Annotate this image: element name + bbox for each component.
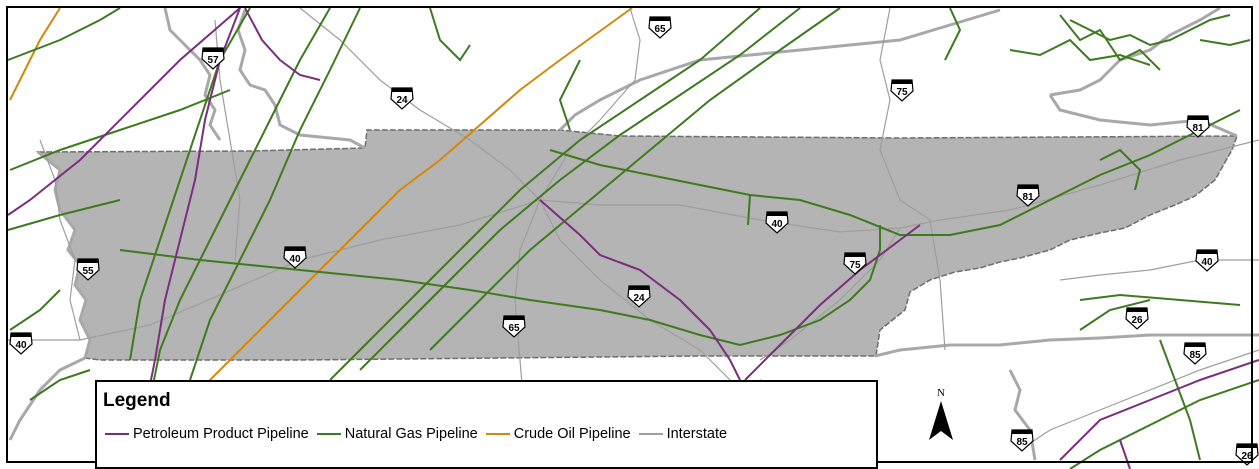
- interstate-85-shield-2: 85: [1010, 429, 1034, 452]
- tennessee-state-area: [35, 129, 1239, 361]
- interstate-85-label-2: 85: [1016, 437, 1028, 448]
- interstate-75-label: 75: [896, 87, 908, 98]
- north-arrow-icon: N: [929, 387, 953, 440]
- interstate-75-shield-2: 75: [843, 252, 867, 275]
- interstate-26-label: 26: [1131, 315, 1143, 326]
- interstate-81-label: 81: [1192, 123, 1204, 134]
- interstate-24-shield-2: 24: [627, 285, 651, 308]
- interstate-55-label: 55: [82, 266, 94, 277]
- legend-label-crude-oil: Crude Oil Pipeline: [513, 426, 631, 442]
- legend-box: Legend Petroleum Product Pipeline Natura…: [95, 380, 878, 469]
- interstate-65-shield: 65: [648, 16, 672, 39]
- interstate-57-shield: 57: [201, 47, 225, 70]
- petroleum-pipelines: [7, 7, 1259, 469]
- interstate-81-shield: 81: [1186, 115, 1210, 138]
- interstate-81-shield-2: 81: [1016, 184, 1040, 207]
- north-label: N: [937, 387, 945, 399]
- legend-item-interstate: Interstate: [638, 426, 728, 442]
- interstate-57-label: 57: [207, 55, 219, 66]
- interstate-65-label-2: 65: [508, 323, 520, 334]
- legend-item-crude-oil: Crude Oil Pipeline: [485, 426, 631, 442]
- interstate-40-label-3: 40: [1201, 257, 1213, 268]
- interstate-40-label: 40: [771, 219, 783, 230]
- legend-item-petroleum: Petroleum Product Pipeline: [105, 426, 309, 442]
- interstate-65-shield-2: 65: [502, 315, 526, 338]
- interstate-swatch: [638, 433, 663, 435]
- interstate-shields: 57 65 24 75 81 81 40 40 55 40 75 24 65 4…: [9, 16, 1259, 466]
- interstate-55-shield: 55: [76, 258, 100, 281]
- interstate-85-shield: 85: [1183, 342, 1207, 365]
- natural-gas-swatch: [316, 433, 341, 435]
- interstate-40-shield-3: 40: [1195, 249, 1219, 272]
- interstate-85-label: 85: [1189, 350, 1201, 361]
- interstate-75-shield: 75: [890, 79, 914, 102]
- interstate-24-label-2: 24: [633, 293, 645, 304]
- interstate-24-shield: 24: [390, 87, 414, 110]
- legend-label-natural-gas: Natural Gas Pipeline: [344, 426, 478, 442]
- interstate-75-label-2: 75: [849, 260, 861, 271]
- interstate-65-label: 65: [654, 24, 666, 35]
- legend-label-petroleum: Petroleum Product Pipeline: [133, 426, 309, 442]
- interstate-26-shield-2: 26: [1235, 443, 1259, 466]
- interstate-26-shield: 26: [1125, 307, 1149, 330]
- interstate-40-shield-4: 40: [9, 332, 33, 355]
- interstate-40-shield-2: 40: [283, 246, 307, 269]
- legend-label-interstate: Interstate: [666, 426, 728, 442]
- interstate-24-label: 24: [396, 95, 408, 106]
- legend-item-natural-gas: Natural Gas Pipeline: [316, 426, 478, 442]
- interstate-26-label-2: 26: [1241, 451, 1253, 462]
- interstate-40-label-2: 40: [289, 254, 301, 265]
- interstate-81-label-2: 81: [1022, 192, 1034, 203]
- interstate-40-shield: 40: [765, 211, 789, 234]
- legend-title: Legend: [103, 390, 171, 411]
- crude-oil-swatch: [485, 433, 510, 435]
- petroleum-swatch: [105, 433, 129, 435]
- interstate-40-label-4: 40: [15, 340, 27, 351]
- legend-items: Petroleum Product Pipeline Natural Gas P…: [105, 426, 735, 442]
